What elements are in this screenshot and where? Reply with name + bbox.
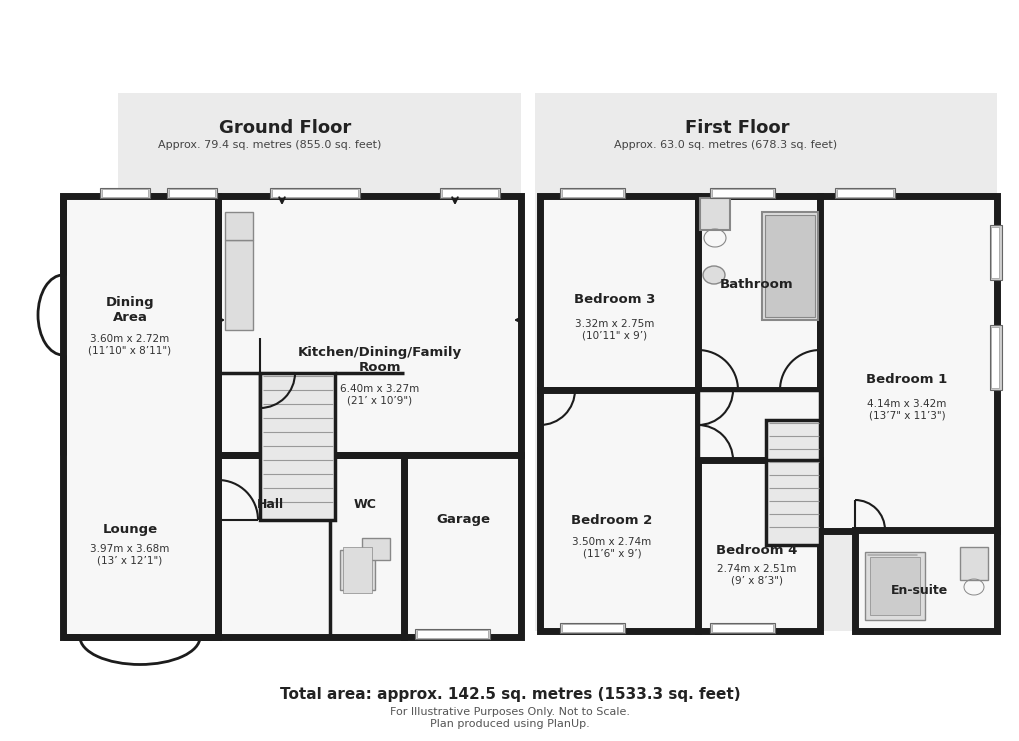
Text: 2.74m x 2.51m
(9’ x 8’3"): 2.74m x 2.51m (9’ x 8’3") <box>716 564 796 586</box>
Bar <box>835 188 894 198</box>
Text: Total area: approx. 142.5 sq. metres (1533.3 sq. feet): Total area: approx. 142.5 sq. metres (15… <box>279 688 740 702</box>
Bar <box>959 547 987 580</box>
Bar <box>404 455 521 637</box>
Bar <box>218 455 404 637</box>
Text: 3.97m x 3.68m
(13’ x 12’1"): 3.97m x 3.68m (13’ x 12’1") <box>91 544 169 566</box>
Bar <box>167 188 217 198</box>
Bar <box>864 552 924 620</box>
Bar <box>561 624 623 632</box>
Text: Approx. 79.4 sq. metres (855.0 sq. feet): Approx. 79.4 sq. metres (855.0 sq. feet) <box>158 140 381 150</box>
Text: Bedroom 3: Bedroom 3 <box>574 293 655 307</box>
Bar <box>272 189 358 197</box>
Text: Plan produced using PlanUp.: Plan produced using PlanUp. <box>430 719 589 729</box>
Bar <box>439 188 499 198</box>
Bar <box>225 240 253 330</box>
Text: First Floor: First Floor <box>684 119 789 137</box>
Bar <box>559 623 625 633</box>
Bar <box>169 189 215 197</box>
Bar <box>854 530 996 631</box>
Bar <box>535 93 996 631</box>
Bar <box>63 196 218 637</box>
Bar <box>260 373 334 520</box>
Text: Ground Floor: Ground Floor <box>219 119 351 137</box>
Bar <box>711 189 772 197</box>
Text: Bedroom 4: Bedroom 4 <box>715 543 797 556</box>
Bar <box>218 196 521 455</box>
Bar <box>699 198 730 230</box>
Bar <box>989 225 1001 280</box>
Text: Bedroom 2: Bedroom 2 <box>571 514 652 527</box>
Bar <box>711 624 772 632</box>
Bar <box>539 390 697 631</box>
Bar <box>559 188 625 198</box>
Bar <box>765 420 819 545</box>
Bar <box>697 460 819 631</box>
Text: 3.60m x 2.72m
(11’10" x 8’11"): 3.60m x 2.72m (11’10" x 8’11") <box>89 334 171 356</box>
Text: Approx. 63.0 sq. metres (678.3 sq. feet): Approx. 63.0 sq. metres (678.3 sq. feet) <box>613 140 837 150</box>
Bar <box>869 557 919 615</box>
Text: 3.32m x 2.75m
(10’11" x 9’): 3.32m x 2.75m (10’11" x 9’) <box>575 319 654 341</box>
Bar <box>362 538 389 560</box>
Text: Garage: Garage <box>435 514 489 527</box>
Bar <box>102 189 148 197</box>
Bar <box>270 188 360 198</box>
Bar <box>990 227 998 278</box>
Bar <box>709 188 774 198</box>
Text: 4.14m x 3.42m
(13’7" x 11’3"): 4.14m x 3.42m (13’7" x 11’3") <box>866 399 946 421</box>
Bar <box>118 93 521 637</box>
Bar <box>100 188 150 198</box>
Bar <box>339 550 375 590</box>
Text: WC: WC <box>354 499 376 511</box>
Text: Hall: Hall <box>256 499 283 511</box>
Text: Kitchen/Dining/Family
Room: Kitchen/Dining/Family Room <box>298 346 462 374</box>
Bar <box>837 189 892 197</box>
Bar <box>764 215 814 317</box>
Bar <box>989 325 1001 390</box>
Text: 6.40m x 3.27m
(21’ x 10’9"): 6.40m x 3.27m (21’ x 10’9") <box>340 384 419 406</box>
Bar <box>709 623 774 633</box>
Text: Lounge: Lounge <box>102 523 157 536</box>
Bar <box>225 212 253 240</box>
Bar <box>819 196 996 531</box>
Text: Dining
Area: Dining Area <box>106 296 154 324</box>
Ellipse shape <box>702 266 725 284</box>
Bar <box>561 189 623 197</box>
Bar <box>417 630 487 638</box>
Text: For Illustrative Purposes Only. Not to Scale.: For Illustrative Purposes Only. Not to S… <box>389 707 630 717</box>
Bar <box>761 212 817 320</box>
Bar <box>441 189 497 197</box>
Text: Bathroom: Bathroom <box>719 279 793 291</box>
Bar <box>697 196 819 390</box>
Bar <box>415 629 489 639</box>
Text: En-suite: En-suite <box>891 583 948 597</box>
Text: 3.50m x 2.74m
(11’6" x 9’): 3.50m x 2.74m (11’6" x 9’) <box>572 537 651 559</box>
Bar <box>990 327 998 388</box>
Bar <box>697 390 819 460</box>
Bar <box>342 547 372 593</box>
Bar <box>539 196 697 390</box>
Text: Bedroom 1: Bedroom 1 <box>865 373 947 387</box>
